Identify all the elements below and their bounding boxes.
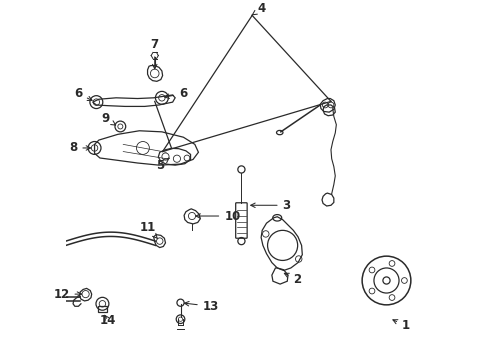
Text: 10: 10 xyxy=(196,210,241,222)
Text: 1: 1 xyxy=(393,319,410,333)
Text: 9: 9 xyxy=(101,112,116,125)
Text: 13: 13 xyxy=(184,300,219,313)
Text: 4: 4 xyxy=(252,3,265,15)
Text: 3: 3 xyxy=(251,199,291,212)
Text: 6: 6 xyxy=(165,87,187,100)
Text: 8: 8 xyxy=(69,141,91,154)
Text: 6: 6 xyxy=(74,87,92,100)
Text: 12: 12 xyxy=(53,288,82,301)
Text: 11: 11 xyxy=(140,221,158,239)
Text: 2: 2 xyxy=(284,273,301,286)
Text: 5: 5 xyxy=(156,158,169,172)
Text: 14: 14 xyxy=(100,314,116,327)
Text: 7: 7 xyxy=(150,38,159,69)
